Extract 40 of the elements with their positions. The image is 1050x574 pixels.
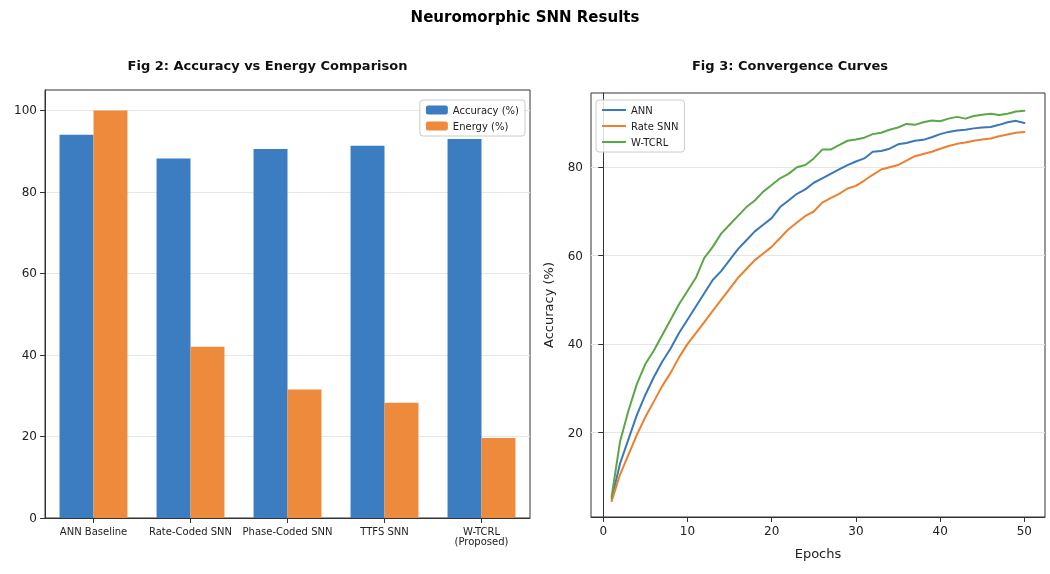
- y-tick-label: 20: [567, 425, 583, 440]
- bar: [190, 346, 225, 518]
- y-tick-label: 80: [567, 160, 583, 175]
- bar: [350, 145, 385, 518]
- x-tick-label: 40: [932, 524, 948, 538]
- x-tick-label: 50: [1016, 524, 1032, 538]
- y-tick-label: 40: [567, 337, 583, 352]
- x-tick-label: W-TCRL (Proposed): [454, 525, 509, 547]
- y-tick-label: 60: [21, 266, 37, 281]
- legend-label: Rate SNN: [631, 120, 679, 132]
- y-axis-title: Accuracy (%): [541, 262, 556, 348]
- y-tick-label: 0: [29, 511, 37, 525]
- legend-label: W-TCRL: [631, 136, 669, 148]
- y-tick-label: 40: [21, 347, 37, 362]
- x-tick-label: Phase-Coded SNN: [242, 525, 333, 537]
- x-axis-title: Epochs: [794, 546, 842, 561]
- x-tick-label: 20: [764, 524, 780, 538]
- y-tick-label: 100: [14, 103, 37, 118]
- bar: [481, 438, 516, 518]
- x-tick-label: 10: [679, 524, 696, 538]
- x-tick-label: TTFS SNN: [359, 525, 409, 537]
- y-tick-label: 80: [21, 184, 37, 199]
- y-tick-label: 60: [567, 248, 583, 263]
- legend-label: Energy (%): [452, 120, 509, 132]
- bar: [156, 158, 191, 518]
- x-tick-label: 30: [848, 524, 864, 538]
- bar: [384, 402, 419, 518]
- bar: [253, 149, 288, 518]
- bar: [287, 389, 322, 518]
- legend-label: ANN: [631, 104, 653, 116]
- bar: [59, 134, 94, 518]
- legend-label: Accuracy (%): [452, 104, 520, 116]
- chart-title: Fig 3: Convergence Curves: [691, 58, 889, 73]
- bar: [93, 110, 128, 518]
- y-tick-label: 20: [21, 429, 37, 444]
- chart-title: Fig 2: Accuracy vs Energy Comparison: [127, 58, 408, 73]
- x-tick-label: Rate-Coded SNN: [149, 525, 232, 537]
- text: Neuromorphic SNN Results: [409, 8, 641, 26]
- x-tick-label: 0: [599, 524, 608, 538]
- x-tick-label: ANN Baseline: [59, 525, 128, 537]
